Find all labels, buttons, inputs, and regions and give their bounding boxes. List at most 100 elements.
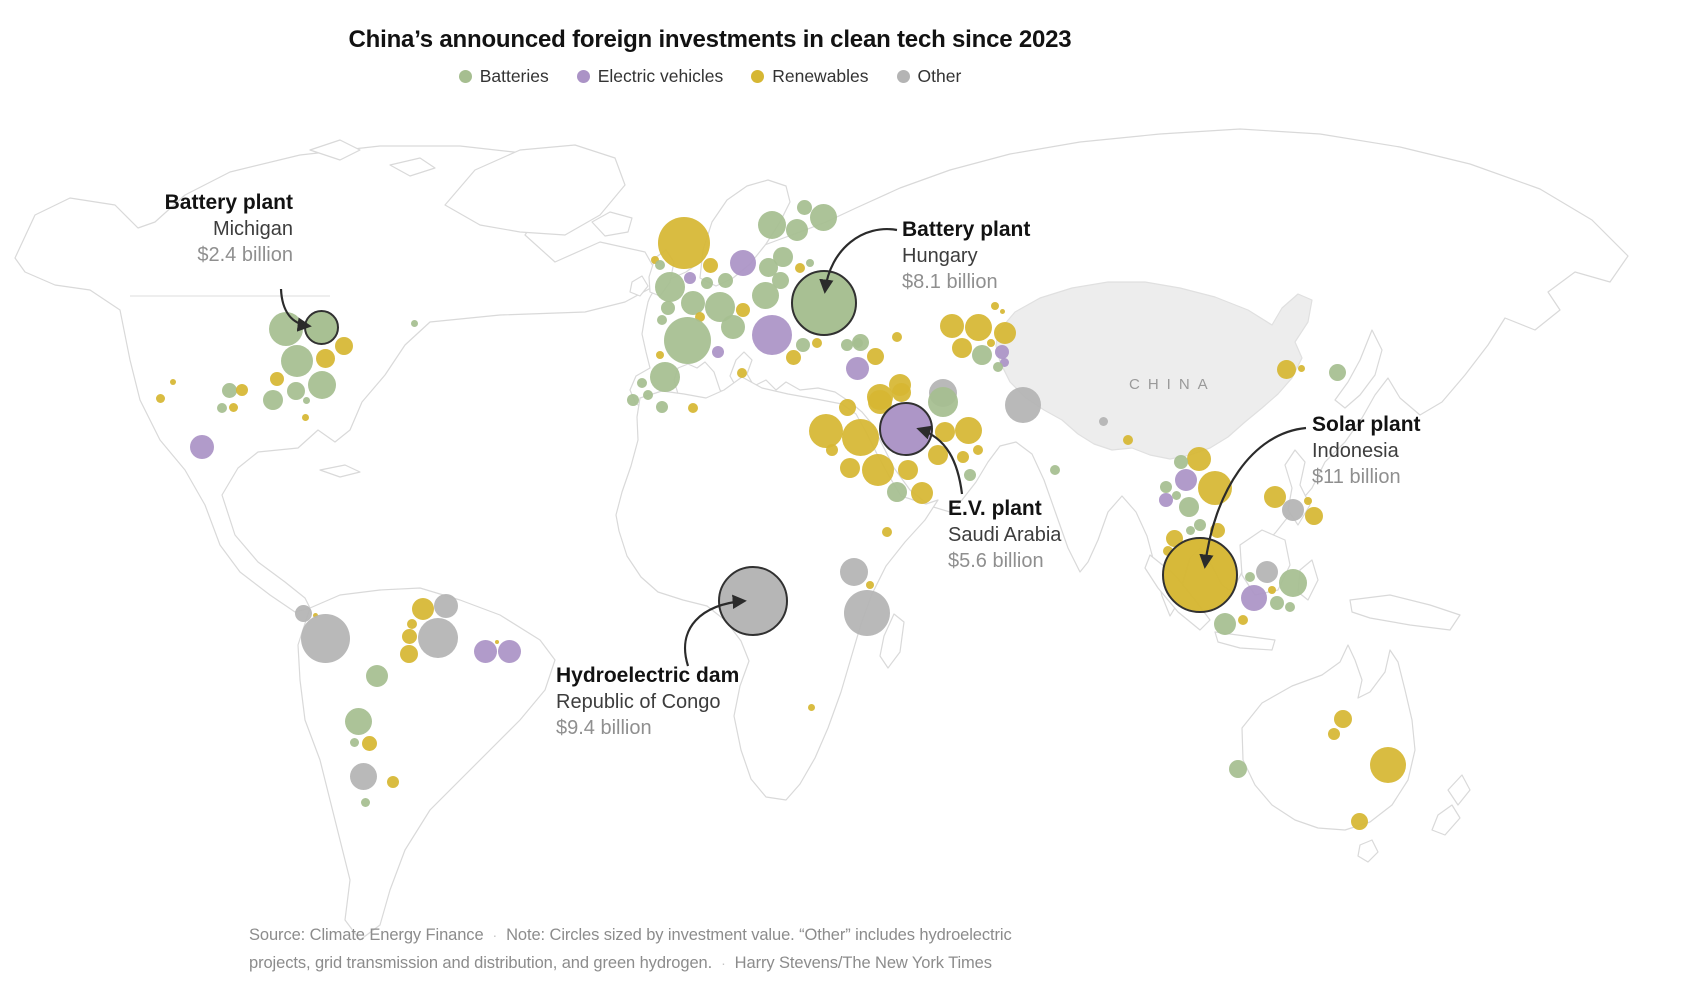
map-bubble <box>387 776 399 788</box>
legend-label: Renewables <box>772 66 869 86</box>
map-bubble <box>627 394 639 406</box>
map-bubble <box>1328 363 1346 381</box>
map-bubble <box>1305 507 1323 525</box>
chart-title: China’s announced foreign investments in… <box>348 26 1072 53</box>
map-bubble <box>887 482 907 502</box>
landmass-china <box>995 281 1313 460</box>
map-bubble <box>973 445 983 455</box>
landmass-japan <box>1334 329 1383 409</box>
legend-item-electric-vehicles: Electric vehicles <box>576 66 724 87</box>
map-bubble <box>228 402 238 412</box>
map-bubble <box>1163 546 1173 556</box>
map-bubble-highlighted <box>303 309 339 345</box>
annotation-location: Saudi Arabia <box>948 524 1062 546</box>
map-bubble <box>1270 596 1284 610</box>
map-bubble <box>862 454 894 486</box>
map-bubble <box>841 339 853 351</box>
map-bubble <box>826 444 838 456</box>
legend-label: Other <box>917 66 962 86</box>
map-bubble <box>702 257 718 273</box>
map-bubble <box>807 703 815 711</box>
map-bubble <box>495 640 499 644</box>
map-bubble <box>771 271 789 289</box>
landmass-madagascar <box>879 613 905 669</box>
annotation-value: $11 billion <box>1312 466 1401 488</box>
map-bubble <box>796 338 810 352</box>
map-bubble <box>360 797 370 807</box>
map-bubble <box>349 737 359 747</box>
batteries-dot-icon <box>458 70 472 83</box>
map-bubble <box>335 337 353 355</box>
map-bubble <box>655 272 685 302</box>
map-bubble <box>410 319 418 327</box>
map-bubble <box>349 762 377 790</box>
map-bubble <box>1194 519 1206 531</box>
map-bubble <box>812 338 822 348</box>
map-bubble <box>663 316 711 364</box>
map-bubble <box>1123 435 1133 445</box>
annotation-project: E.V. plant <box>948 497 1042 520</box>
map-bubble <box>1171 490 1181 500</box>
map-bubble <box>1328 728 1340 740</box>
map-bubble <box>721 315 745 339</box>
legend: Batteries Electric vehicles Renewables O… <box>0 66 1420 87</box>
landmass-new-zealand <box>1431 774 1471 836</box>
annotation-value: $2.4 billion <box>197 244 293 266</box>
map-bubble <box>736 303 750 317</box>
annotation-value: $8.1 billion <box>902 271 998 293</box>
separator-dot: · <box>492 927 498 943</box>
landmass-new-guinea <box>1349 594 1461 631</box>
map-bubble <box>1285 602 1295 612</box>
map-bubble <box>1214 613 1236 635</box>
map-bubble <box>796 199 812 215</box>
map-bubble <box>785 349 801 365</box>
map-bubble <box>758 257 778 277</box>
map-bubble <box>892 332 902 342</box>
map-bubble <box>701 277 713 289</box>
map-bubble <box>400 645 418 663</box>
map-bubble <box>657 315 667 325</box>
map-bubble <box>344 707 372 735</box>
map-bubble <box>301 413 309 421</box>
annotation-indonesia: Solar plant Indonesia $11 billion <box>1312 412 1421 490</box>
map-bubble <box>401 628 417 644</box>
map-bubble <box>717 272 733 288</box>
map-bubble <box>637 378 647 388</box>
map-bubble <box>795 263 805 273</box>
map-bubble <box>497 639 521 663</box>
map-bubble <box>287 382 305 400</box>
landmass-iceland <box>591 211 633 237</box>
map-bubble <box>412 598 434 620</box>
map-bubble-highlighted <box>1162 537 1238 613</box>
map-bubble <box>866 581 874 589</box>
map-bubble <box>695 312 705 322</box>
map-bubble <box>952 338 972 358</box>
map-bubble <box>1209 522 1225 538</box>
landmass-south-america <box>297 587 556 941</box>
map-bubble <box>658 217 710 269</box>
legend-label: Electric vehicles <box>597 66 724 86</box>
map-bubble <box>1238 615 1248 625</box>
map-bubble <box>1282 499 1304 521</box>
annotation-project: Battery plant <box>164 191 293 214</box>
map-bubble <box>656 351 664 359</box>
annotation-project: Solar plant <box>1312 413 1421 436</box>
arctic-islands <box>309 139 436 177</box>
map-bubble <box>300 613 350 663</box>
map-bubble <box>308 371 336 399</box>
legend-label: Batteries <box>479 66 549 86</box>
map-bubble <box>773 247 793 267</box>
map-bubble <box>844 590 890 636</box>
map-bubble <box>882 527 892 537</box>
map-bubble <box>1187 447 1211 471</box>
map-bubble <box>751 281 779 309</box>
footer: Source: Climate Energy Finance · Note: Cir… <box>249 921 1012 977</box>
annotation-project: Hydroelectric dam <box>556 664 740 687</box>
map-bubble <box>155 393 165 403</box>
map-bubble <box>281 345 313 377</box>
map-bubble <box>1241 585 1267 611</box>
map-bubble <box>928 387 958 417</box>
map-bubble <box>270 372 284 386</box>
map-bubble <box>1160 481 1172 493</box>
